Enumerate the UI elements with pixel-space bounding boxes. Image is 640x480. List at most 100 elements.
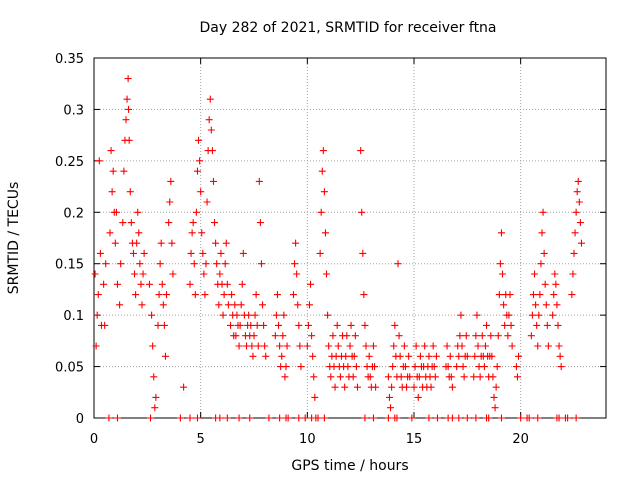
data-point bbox=[433, 414, 441, 422]
data-point bbox=[532, 301, 540, 309]
data-point bbox=[472, 332, 480, 340]
data-point bbox=[576, 219, 584, 227]
data-point bbox=[107, 147, 115, 155]
data-point bbox=[496, 260, 504, 268]
data-point bbox=[272, 311, 280, 319]
data-point bbox=[571, 229, 579, 237]
data-point bbox=[259, 301, 267, 309]
data-point bbox=[281, 373, 289, 381]
data-point bbox=[549, 311, 557, 319]
data-point bbox=[250, 332, 258, 340]
data-point bbox=[221, 260, 229, 268]
data-point bbox=[307, 280, 315, 288]
data-point bbox=[166, 198, 174, 206]
data-point bbox=[228, 291, 236, 299]
chart-title: Day 282 of 2021, SRMTID for receiver ftn… bbox=[199, 20, 496, 36]
data-point bbox=[200, 270, 208, 278]
data-point bbox=[222, 239, 230, 247]
data-point bbox=[265, 414, 273, 422]
data-point bbox=[492, 383, 500, 391]
data-point bbox=[455, 352, 463, 360]
data-point bbox=[333, 321, 341, 329]
data-point bbox=[203, 198, 211, 206]
data-point bbox=[324, 311, 332, 319]
data-point bbox=[517, 414, 525, 422]
data-point bbox=[360, 291, 368, 299]
data-point bbox=[294, 301, 302, 309]
data-point bbox=[508, 342, 516, 350]
data-point bbox=[425, 414, 433, 422]
data-point bbox=[282, 363, 290, 371]
data-point bbox=[199, 249, 207, 257]
y-tick-label: 0.15 bbox=[55, 258, 84, 273]
data-point bbox=[421, 342, 429, 350]
data-point bbox=[152, 393, 160, 401]
data-point bbox=[316, 249, 324, 257]
data-point bbox=[212, 239, 220, 247]
data-point bbox=[233, 311, 241, 319]
data-point bbox=[529, 291, 537, 299]
data-point bbox=[538, 229, 546, 237]
data-point bbox=[262, 352, 270, 360]
data-point bbox=[227, 321, 235, 329]
data-point bbox=[105, 414, 113, 422]
data-point bbox=[478, 332, 486, 340]
data-point bbox=[493, 363, 501, 371]
data-point bbox=[411, 363, 419, 371]
data-point bbox=[95, 157, 103, 165]
data-point bbox=[491, 404, 499, 412]
data-point bbox=[278, 352, 286, 360]
data-point bbox=[427, 383, 435, 391]
data-point bbox=[207, 126, 215, 134]
data-point bbox=[247, 321, 255, 329]
data-point bbox=[401, 363, 409, 371]
plot-frame bbox=[93, 57, 607, 419]
data-point bbox=[481, 342, 489, 350]
x-axis-ticks: 0 5 10 15 20 bbox=[90, 58, 529, 447]
data-point bbox=[202, 260, 210, 268]
data-point bbox=[126, 188, 134, 196]
data-point bbox=[91, 270, 99, 278]
data-point bbox=[473, 311, 481, 319]
data-point bbox=[195, 136, 203, 144]
x-tick-label: 20 bbox=[512, 432, 529, 447]
data-point bbox=[187, 249, 195, 257]
data-point bbox=[216, 270, 224, 278]
data-point bbox=[396, 352, 404, 360]
data-point bbox=[198, 229, 206, 237]
data-point bbox=[139, 270, 147, 278]
data-point bbox=[93, 311, 101, 319]
data-point bbox=[342, 352, 350, 360]
data-point bbox=[542, 301, 550, 309]
data-point bbox=[471, 352, 479, 360]
data-point bbox=[297, 363, 305, 371]
data-point bbox=[474, 342, 482, 350]
data-point bbox=[219, 311, 227, 319]
data-point bbox=[304, 321, 312, 329]
y-tick-label: 0.35 bbox=[55, 52, 84, 67]
data-point bbox=[291, 260, 299, 268]
data-point bbox=[343, 332, 351, 340]
data-point bbox=[463, 414, 471, 422]
data-point bbox=[190, 260, 198, 268]
data-point bbox=[554, 321, 562, 329]
data-point bbox=[138, 301, 146, 309]
data-point bbox=[134, 208, 142, 216]
data-point bbox=[534, 414, 542, 422]
data-point bbox=[161, 352, 169, 360]
data-point bbox=[501, 321, 509, 329]
data-point bbox=[446, 352, 454, 360]
data-point bbox=[169, 270, 177, 278]
x-tick-label: 5 bbox=[197, 432, 205, 447]
data-point bbox=[123, 95, 131, 103]
data-point bbox=[295, 321, 303, 329]
data-point bbox=[113, 280, 121, 288]
data-point bbox=[385, 393, 393, 401]
data-point bbox=[251, 311, 259, 319]
grid-lines bbox=[94, 58, 606, 418]
data-point bbox=[220, 291, 228, 299]
data-point bbox=[394, 260, 402, 268]
data-point bbox=[213, 260, 221, 268]
data-point bbox=[462, 332, 470, 340]
data-point bbox=[359, 249, 367, 257]
